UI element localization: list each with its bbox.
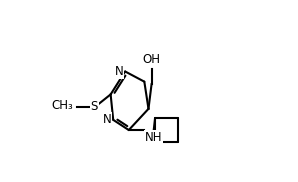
Text: CH₃: CH₃: [51, 100, 73, 112]
Text: NH: NH: [145, 131, 162, 144]
Text: S: S: [91, 100, 98, 113]
Text: N: N: [103, 113, 111, 126]
Text: OH: OH: [142, 53, 161, 66]
Text: N: N: [114, 65, 123, 78]
